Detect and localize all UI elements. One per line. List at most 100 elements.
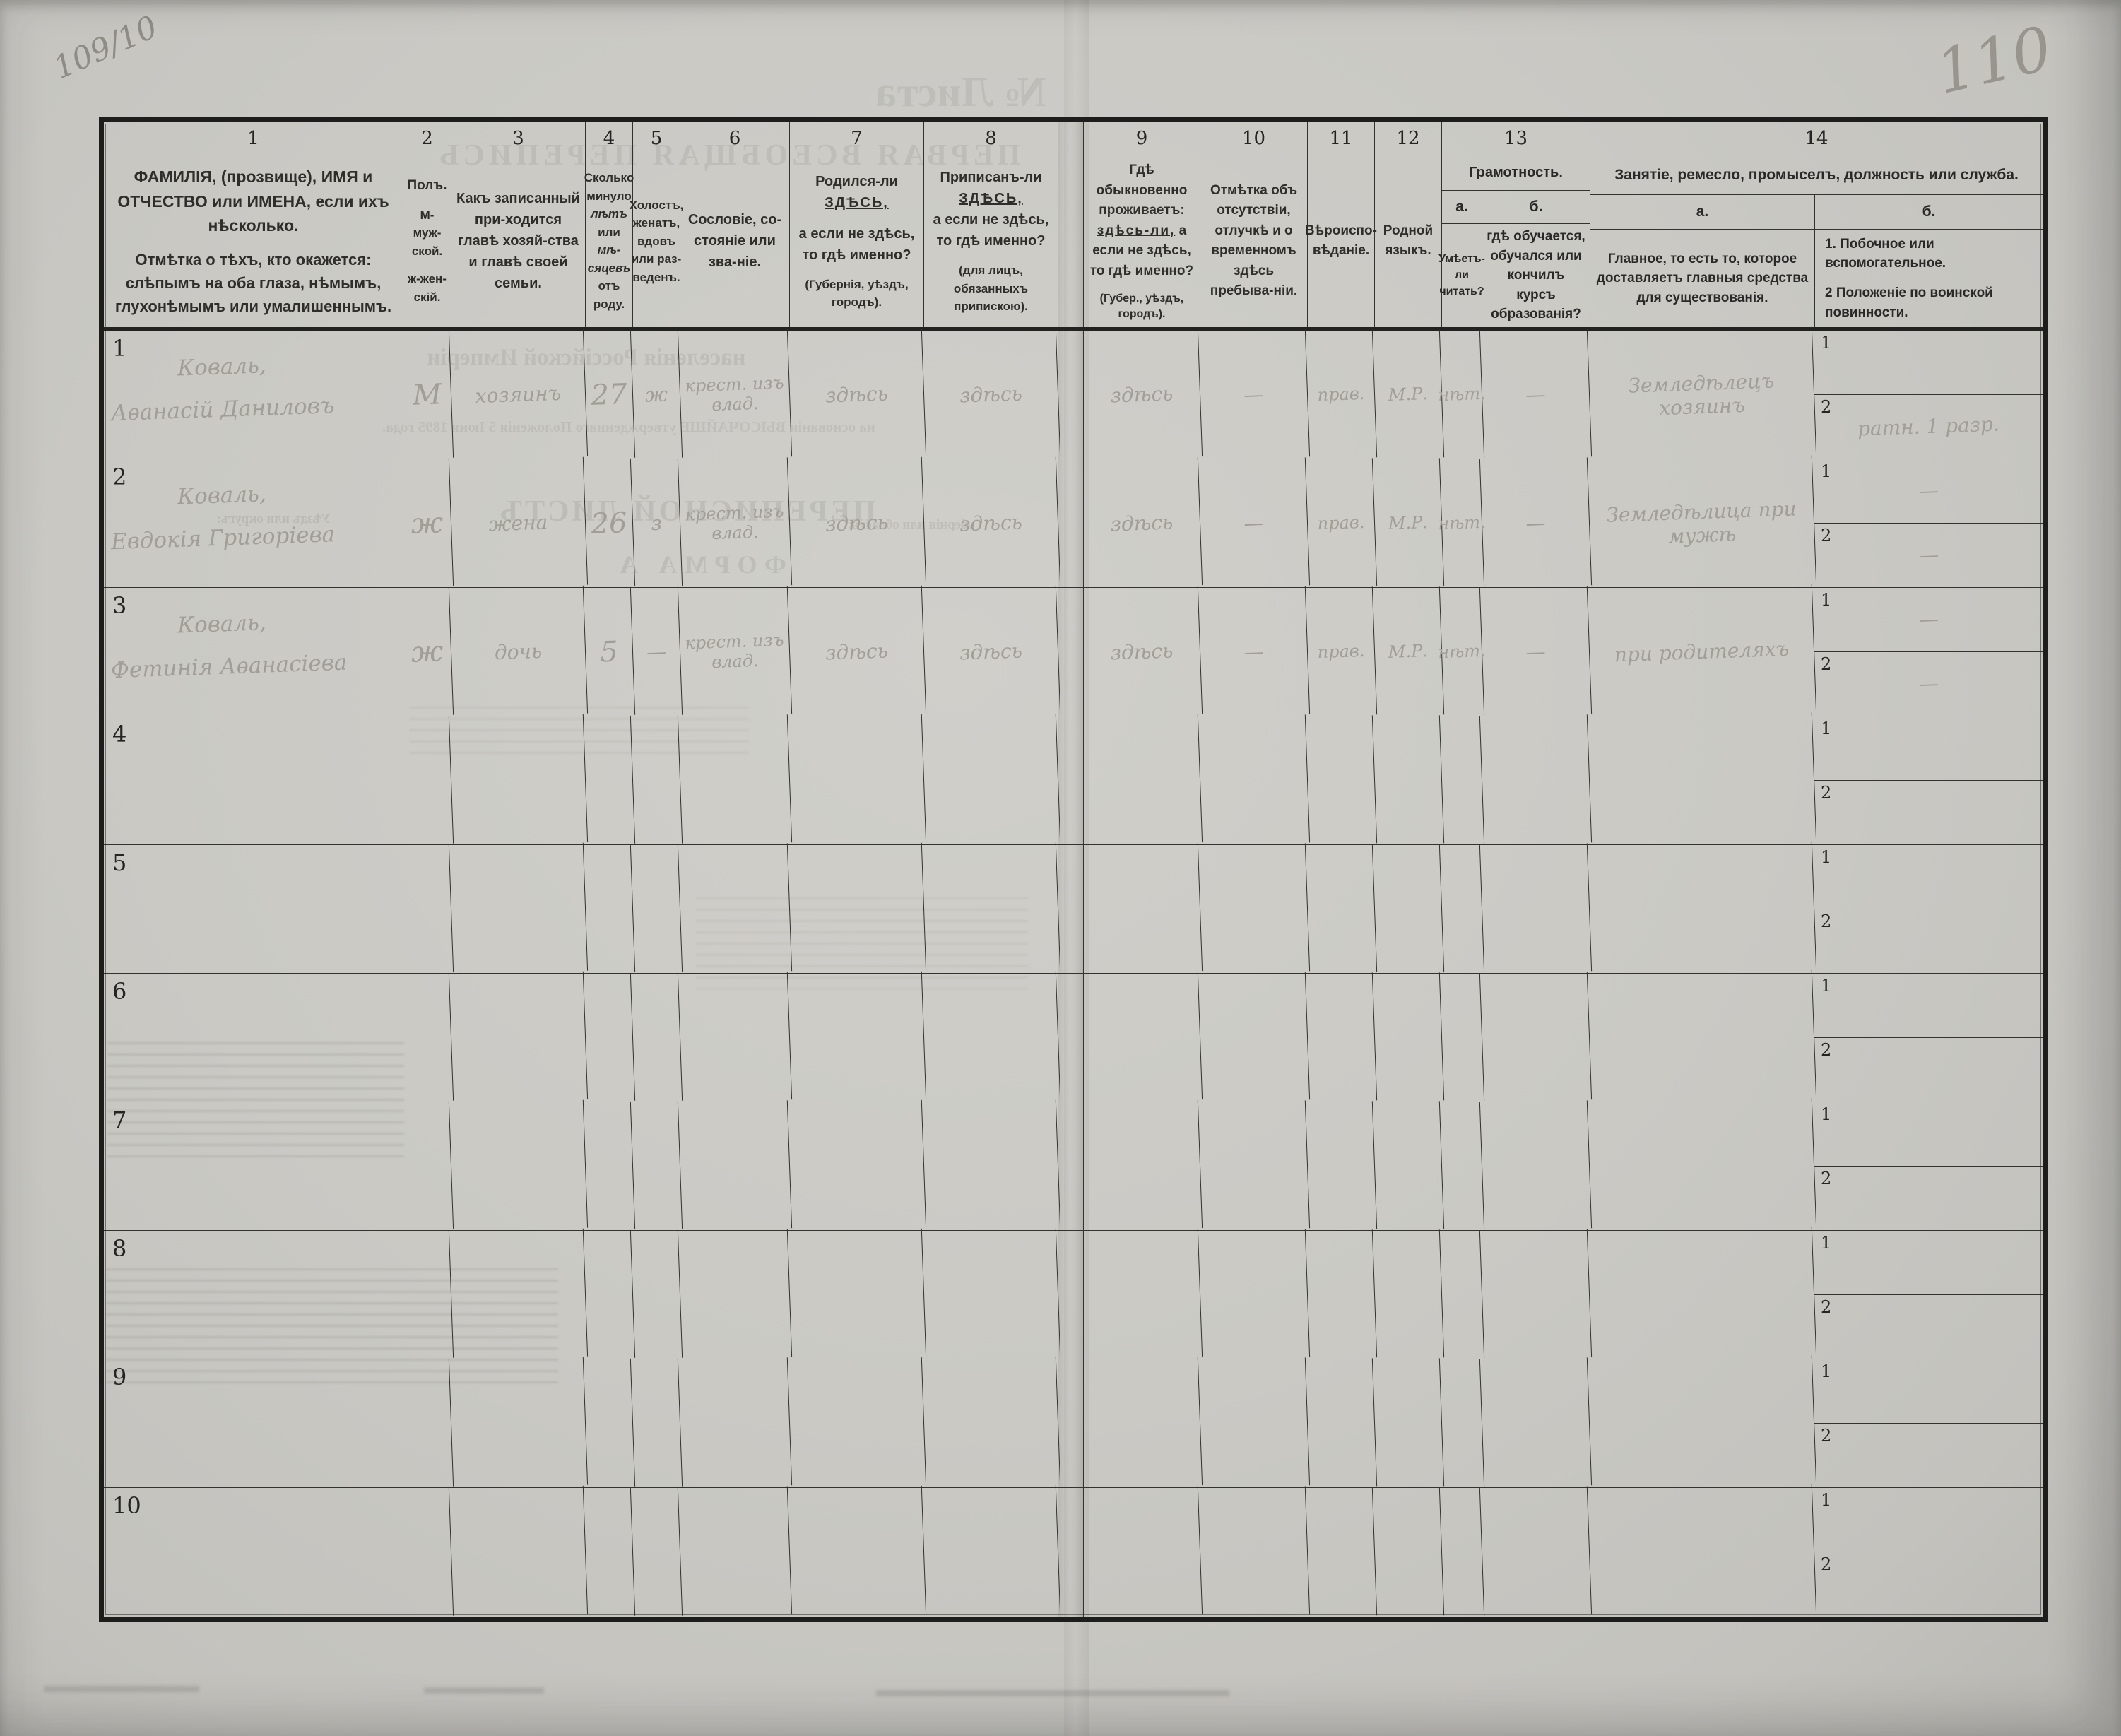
table-row: 2 Коваль, Евдокія Григоріева ж жена 26 з… [104, 455, 2043, 591]
secondary-occupation-sub1: 1 [1814, 845, 2043, 909]
cell-relation-to-head: жена [449, 456, 589, 589]
cell-absence-note [1198, 714, 1311, 846]
sub-label-1: 1 [1821, 461, 1832, 481]
cell-age: 26 [583, 458, 636, 588]
surname-handwriting [177, 1505, 403, 1513]
cell-main-occupation [1587, 712, 1817, 849]
header-col-7: 7 Родился-ли ЗДѢСЬ, а если не здѣсь, то … [790, 122, 924, 327]
cell-literacy [1439, 715, 1485, 845]
cell-native-language: М.Р. [1372, 329, 1445, 460]
cell-education [1479, 1357, 1593, 1489]
cell-residence [1081, 1357, 1203, 1489]
col-number: 11 [1308, 122, 1374, 155]
header-col-9: 9 Гдѣ обыкновенно проживаетъ: здѣсь-ли, … [1084, 122, 1200, 327]
given-name-handwriting [111, 733, 403, 743]
cell-relation-to-head [449, 714, 589, 846]
cell-religion [1305, 1487, 1378, 1618]
surname-handwriting [177, 1119, 403, 1127]
census-table: 1 ФАМИЛІЯ, (прозвище), ИМЯ и ОТЧЕСТВО ил… [99, 117, 2048, 1622]
cell-registration-place [921, 714, 1061, 846]
cell-sex [401, 1101, 454, 1231]
col-number: 13 [1442, 122, 1590, 155]
given-name-handwriting: Евдокія Григоріева [110, 521, 336, 555]
cell-birthplace: здѣсь [787, 585, 927, 718]
fold-crease [1058, 330, 1084, 459]
cell-sex [401, 1487, 454, 1617]
cell-secondary-occupation: 1 2 [1814, 1102, 2043, 1230]
sub-label-2: 2 [1821, 1554, 1832, 1575]
sub-label-1: 1 [1821, 1361, 1832, 1381]
row-number: 1 [112, 334, 127, 362]
cell-sex: ж [401, 458, 454, 588]
given-name-handwriting [111, 1504, 403, 1514]
header-col-4: 4 Сколько минуло лѣтъ или мѣ-сяцевъ отъ … [584, 122, 634, 327]
cell-relation-to-head: хозяинъ [449, 328, 589, 461]
table-row: 5 1 2 [104, 841, 2043, 977]
fold-crease [1058, 1359, 1084, 1487]
cell-literacy [1439, 1101, 1485, 1231]
cell-name: 6 [104, 973, 403, 1102]
secondary-occupation-value: — [1918, 478, 1939, 503]
military-duty-value: — [1918, 671, 1939, 696]
header-col-8: 8 Приписанъ-ли ЗДѢСЬ, а если не здѣсь, т… [924, 122, 1058, 327]
surname-handwriting [177, 733, 403, 741]
sub-label-2: 2 [1821, 525, 1832, 545]
cell-estate [678, 843, 793, 975]
cell-estate: крест. изъ влад. [678, 457, 793, 589]
cell-estate: крест. изъ влад. [678, 586, 793, 718]
cell-education [1479, 843, 1593, 975]
cell-residence: здѣсь [1081, 456, 1203, 589]
row-number: 7 [112, 1106, 127, 1133]
cell-marital-status [630, 1487, 683, 1617]
row-number: 4 [112, 720, 127, 748]
cell-religion [1305, 1358, 1378, 1489]
cell-name: 7 [104, 1102, 403, 1230]
table-body: 1 Коваль, Аѳанасій Даниловъ М хозяинъ 27… [104, 326, 2043, 1621]
cell-education [1479, 1486, 1593, 1619]
given-name-handwriting [111, 861, 403, 871]
cell-residence: здѣсь [1081, 328, 1203, 461]
cell-age [583, 972, 636, 1102]
col14-title: Занятіе, ремесло, промыселъ, должность и… [1590, 155, 2043, 195]
fold-crease [1058, 1487, 1084, 1617]
cell-main-occupation [1587, 1355, 1817, 1492]
surname-handwriting [177, 862, 403, 870]
ghost-footer-smudge [424, 1687, 544, 1694]
cell-registration-place [921, 842, 1061, 975]
cell-sex [401, 1358, 454, 1488]
col8-text2: а если не здѣсь, то гдѣ именно? [933, 212, 1049, 249]
cell-main-occupation [1587, 1098, 1817, 1234]
secondary-occupation-sub2: 2 [1814, 1422, 2043, 1487]
col13b-text: гдѣ обучается, обучался или кончилъ курс… [1487, 229, 1585, 322]
cell-secondary-occupation: 1 — 2 — [1814, 459, 2043, 587]
col13a-label: а. [1442, 191, 1482, 223]
cell-registration-place: здѣсь [921, 585, 1061, 718]
sub-label-2: 2 [1821, 1168, 1832, 1188]
secondary-occupation-sub2: 2 [1814, 1165, 2043, 1230]
cell-age: 27 [583, 329, 636, 459]
cell-age [583, 1358, 636, 1488]
cell-estate [678, 1486, 793, 1619]
secondary-occupation-sub2: 2 — [1814, 651, 2043, 716]
cell-main-occupation [1587, 969, 1817, 1106]
given-name-handwriting: Фетинія Аѳанасіева [110, 649, 348, 683]
cell-religion [1305, 844, 1378, 974]
col6-text: Сословіе, со-стояніе или зва-ніе. [687, 212, 782, 271]
cell-birthplace [787, 842, 927, 975]
fold-crease [1058, 973, 1084, 1102]
cell-residence [1081, 1228, 1203, 1361]
given-name-handwriting [111, 990, 403, 1000]
col5-text: Холостъ, женатъ, вдовъ или раз-веденъ. [629, 198, 684, 284]
cell-registration-place [921, 1485, 1061, 1619]
cell-registration-place [921, 971, 1061, 1104]
secondary-occupation-sub2: 2 [1814, 908, 2043, 973]
cell-sex [401, 972, 454, 1102]
col4-seg3: или [598, 225, 620, 239]
col14a-text: Главное, то есть то, которое доставляетъ… [1590, 230, 1815, 327]
table-row: 3 Коваль, Фетинія Аѳанасіева ж дочь 5 — … [104, 584, 2043, 720]
col7-text3: (Губернія, уѣздъ, городъ). [805, 277, 909, 309]
cell-education [1479, 1100, 1593, 1232]
col4-seg4: мѣ-сяцевъ [587, 243, 631, 275]
cell-secondary-occupation: 1 2 [1814, 716, 2043, 844]
cell-native-language [1372, 844, 1445, 974]
